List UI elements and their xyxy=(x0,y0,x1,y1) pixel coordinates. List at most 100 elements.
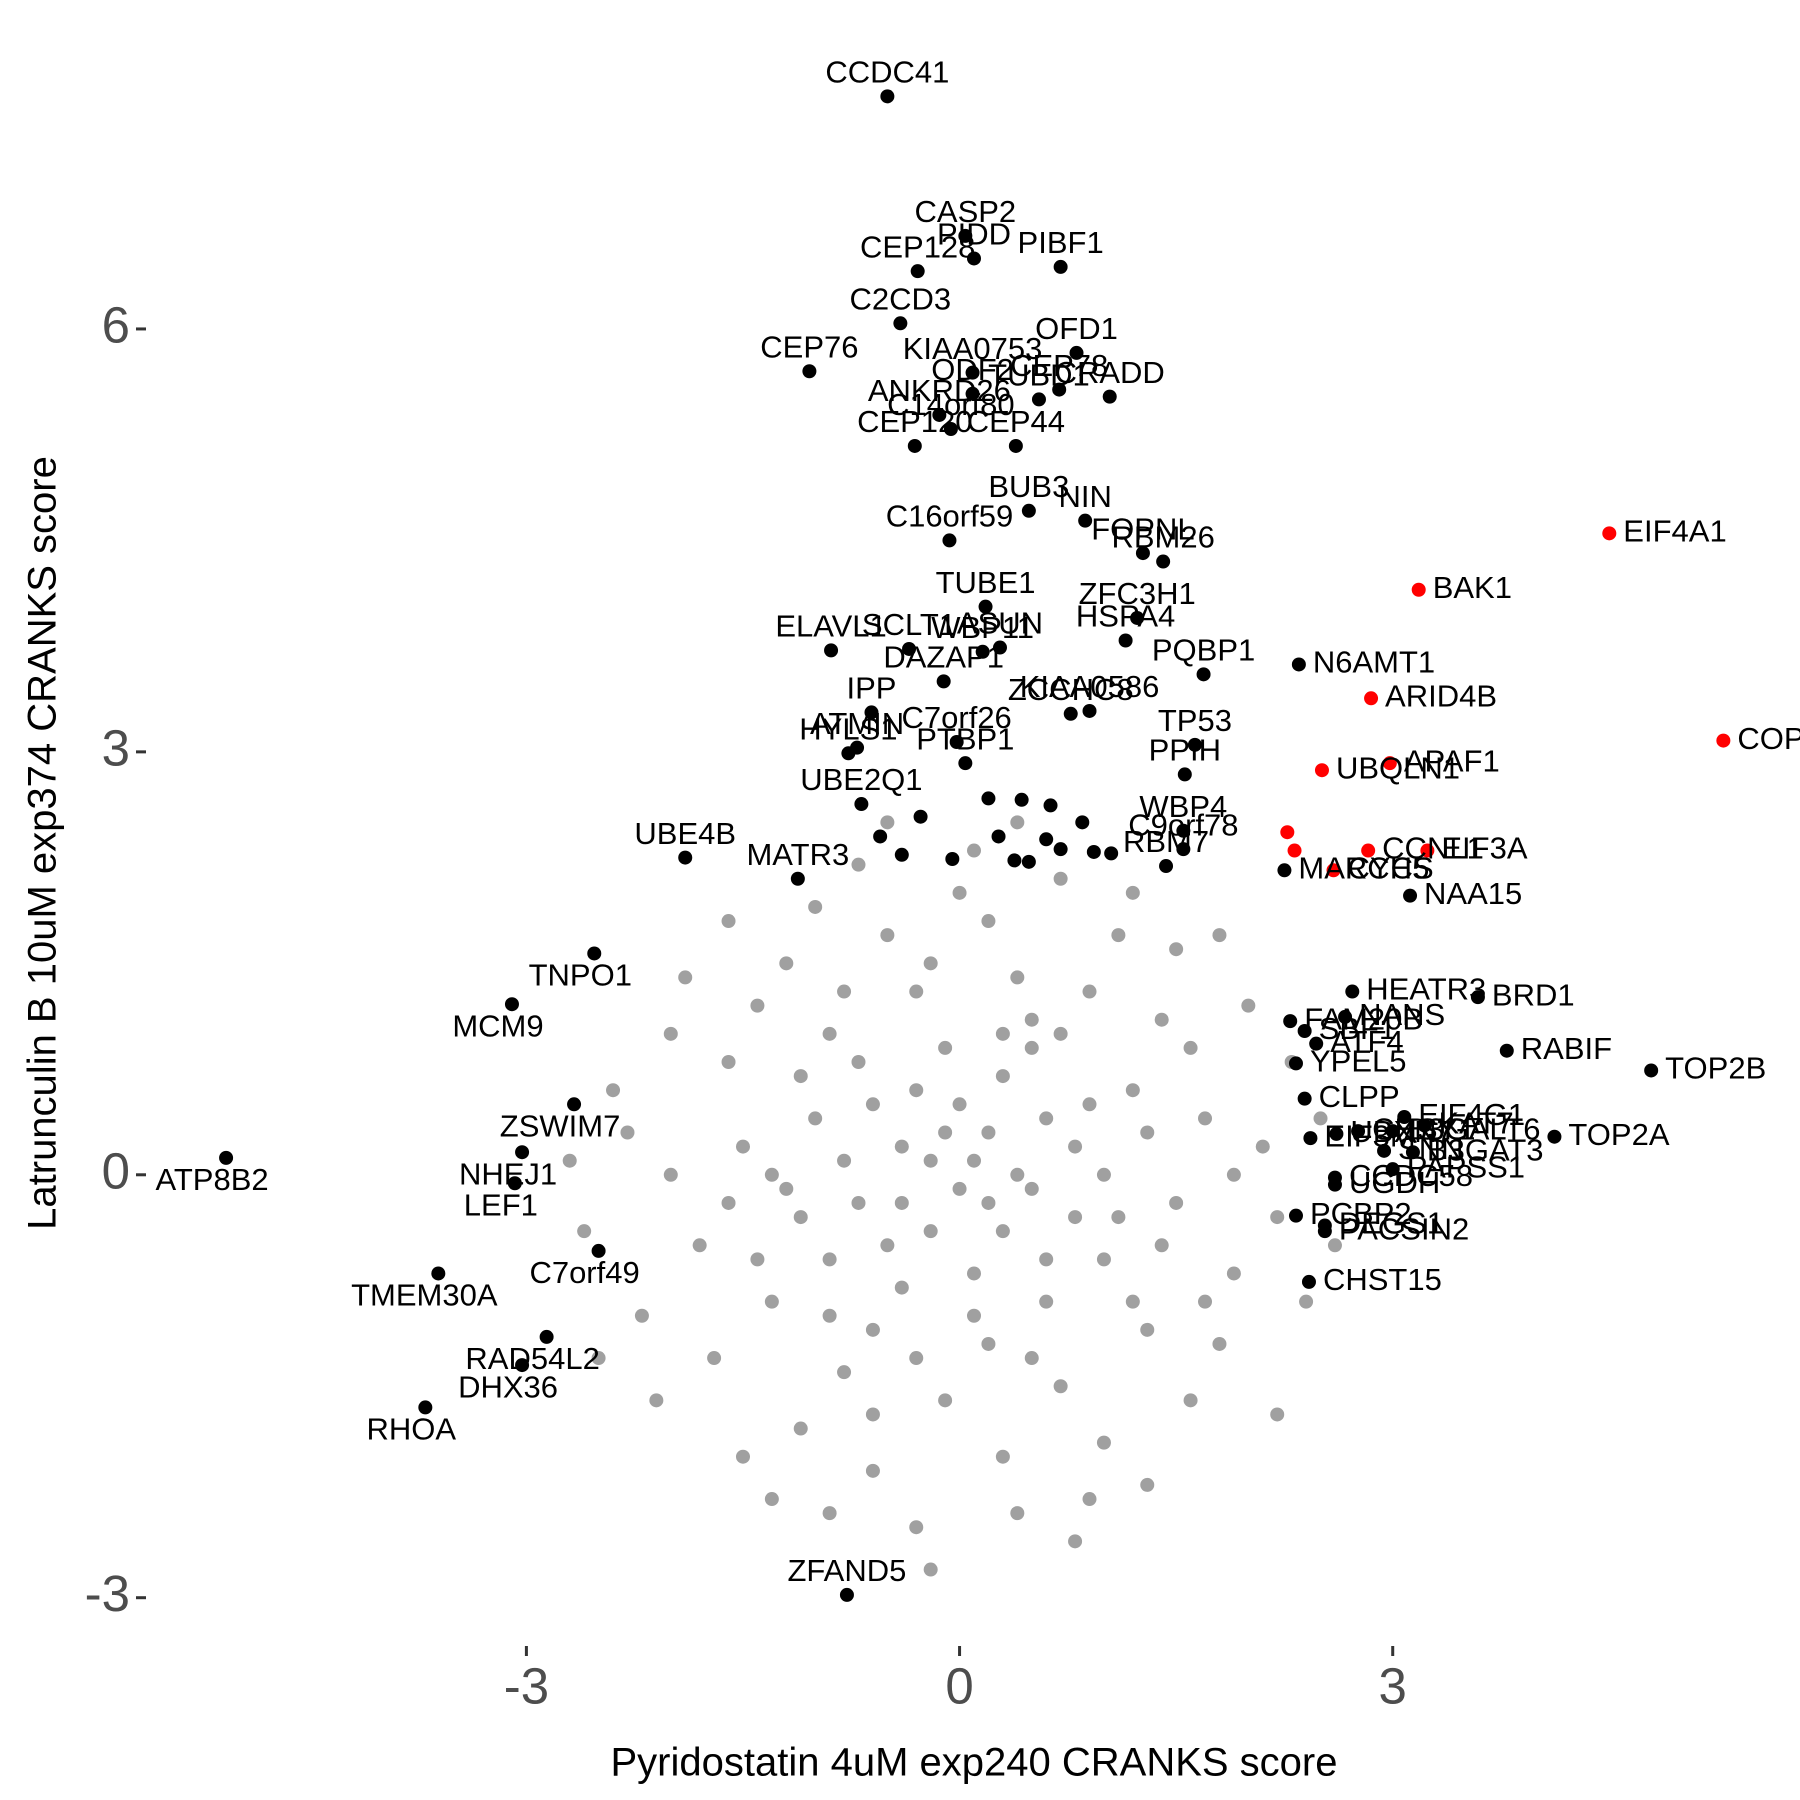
point xyxy=(1716,733,1731,748)
point-label: B3GAT3 xyxy=(1427,1132,1544,1167)
point-label: SBF1 xyxy=(1319,1011,1397,1046)
point-label: CEP128 xyxy=(860,229,975,264)
point xyxy=(873,829,888,844)
point-label: CLPP xyxy=(1319,1079,1400,1114)
point xyxy=(1327,1238,1342,1253)
point-label: KIAA0753 xyxy=(903,331,1043,366)
point xyxy=(764,1167,779,1182)
point xyxy=(1226,1266,1241,1281)
point xyxy=(1470,990,1485,1005)
point-label: TNPO1 xyxy=(529,958,632,993)
point xyxy=(1299,1294,1314,1309)
point xyxy=(822,1506,837,1521)
point xyxy=(1280,825,1295,840)
point xyxy=(1288,1056,1303,1071)
point xyxy=(1125,1083,1140,1098)
point xyxy=(967,1266,981,1281)
point xyxy=(1135,546,1150,561)
point xyxy=(1021,854,1036,869)
point xyxy=(967,251,981,266)
point-label: C9orf78 xyxy=(1128,807,1238,842)
point xyxy=(952,1181,967,1196)
point-label: PIBF1 xyxy=(1018,225,1104,260)
point xyxy=(1287,843,1302,858)
point xyxy=(750,1252,765,1267)
point xyxy=(1177,767,1192,782)
point-label: C16orf59 xyxy=(886,499,1014,534)
point-label: MARCH5 xyxy=(1298,850,1429,885)
point-label: EIF4A1 xyxy=(1623,514,1726,549)
point-label: ARID4B xyxy=(1385,678,1497,713)
point xyxy=(1082,1097,1097,1112)
point-label: EIF3A xyxy=(1441,831,1527,866)
point xyxy=(1183,1040,1198,1055)
point xyxy=(634,1308,649,1323)
point xyxy=(995,1026,1010,1041)
point xyxy=(991,829,1006,844)
point-label: EIF3M xyxy=(1324,1118,1415,1153)
point xyxy=(913,809,928,824)
point xyxy=(1420,843,1435,858)
point-label: TUBD1 xyxy=(988,358,1090,393)
point xyxy=(1326,863,1341,878)
point-label: C7orf26 xyxy=(902,700,1012,735)
point xyxy=(562,1153,577,1168)
y-tick-label: 0 xyxy=(102,1142,130,1199)
point-label: HSPA4 xyxy=(1076,599,1175,634)
point xyxy=(808,1111,823,1126)
point xyxy=(663,1026,678,1041)
point xyxy=(678,970,693,985)
point xyxy=(1140,1322,1155,1337)
point-label: ZFC3H1 xyxy=(1079,576,1196,611)
point xyxy=(793,1069,808,1084)
point xyxy=(1169,1195,1184,1210)
point-label: CEP120 xyxy=(857,404,972,439)
point xyxy=(1039,1111,1054,1126)
point xyxy=(923,1153,938,1168)
point xyxy=(1053,842,1068,857)
point xyxy=(1226,1167,1241,1182)
point-label: TP53 xyxy=(1158,703,1232,738)
point xyxy=(837,984,852,999)
point xyxy=(1111,928,1126,943)
point xyxy=(219,1150,234,1165)
point xyxy=(865,1322,880,1337)
point-label: C14orf80 xyxy=(887,387,1015,422)
point xyxy=(1130,610,1145,625)
point-label: B3GALT6 xyxy=(1407,1111,1541,1146)
point-label: TMEM30A xyxy=(351,1278,498,1313)
point-label: PACSIN2 xyxy=(1339,1211,1469,1246)
point xyxy=(932,407,947,422)
point xyxy=(1010,815,1025,830)
point xyxy=(577,1224,592,1239)
x-tick-label: 3 xyxy=(1379,1657,1407,1714)
point xyxy=(1039,1252,1054,1267)
point xyxy=(1125,1294,1140,1309)
point-label: LEF1 xyxy=(464,1187,538,1222)
point xyxy=(1111,1210,1126,1225)
point xyxy=(1288,1208,1303,1223)
point xyxy=(764,1294,779,1309)
point xyxy=(1297,1091,1312,1106)
point xyxy=(981,1336,996,1351)
point xyxy=(965,386,980,401)
point xyxy=(880,89,895,104)
point xyxy=(1198,1111,1213,1126)
point xyxy=(1039,1294,1054,1309)
point xyxy=(1385,1162,1400,1177)
point xyxy=(1183,1393,1198,1408)
point-label: SNN xyxy=(1398,1131,1463,1166)
point-label: KIAA0586 xyxy=(1020,669,1160,704)
point-label: BUB3 xyxy=(988,469,1069,504)
point-label: ATF4 xyxy=(1330,1024,1404,1059)
point xyxy=(1096,1167,1111,1182)
point xyxy=(507,1176,522,1191)
point xyxy=(1082,703,1097,718)
point xyxy=(1069,345,1084,360)
point-label: CCNL1 xyxy=(1382,831,1484,866)
point xyxy=(965,365,980,380)
point xyxy=(967,843,981,858)
point xyxy=(1270,1210,1285,1225)
point xyxy=(587,946,602,961)
